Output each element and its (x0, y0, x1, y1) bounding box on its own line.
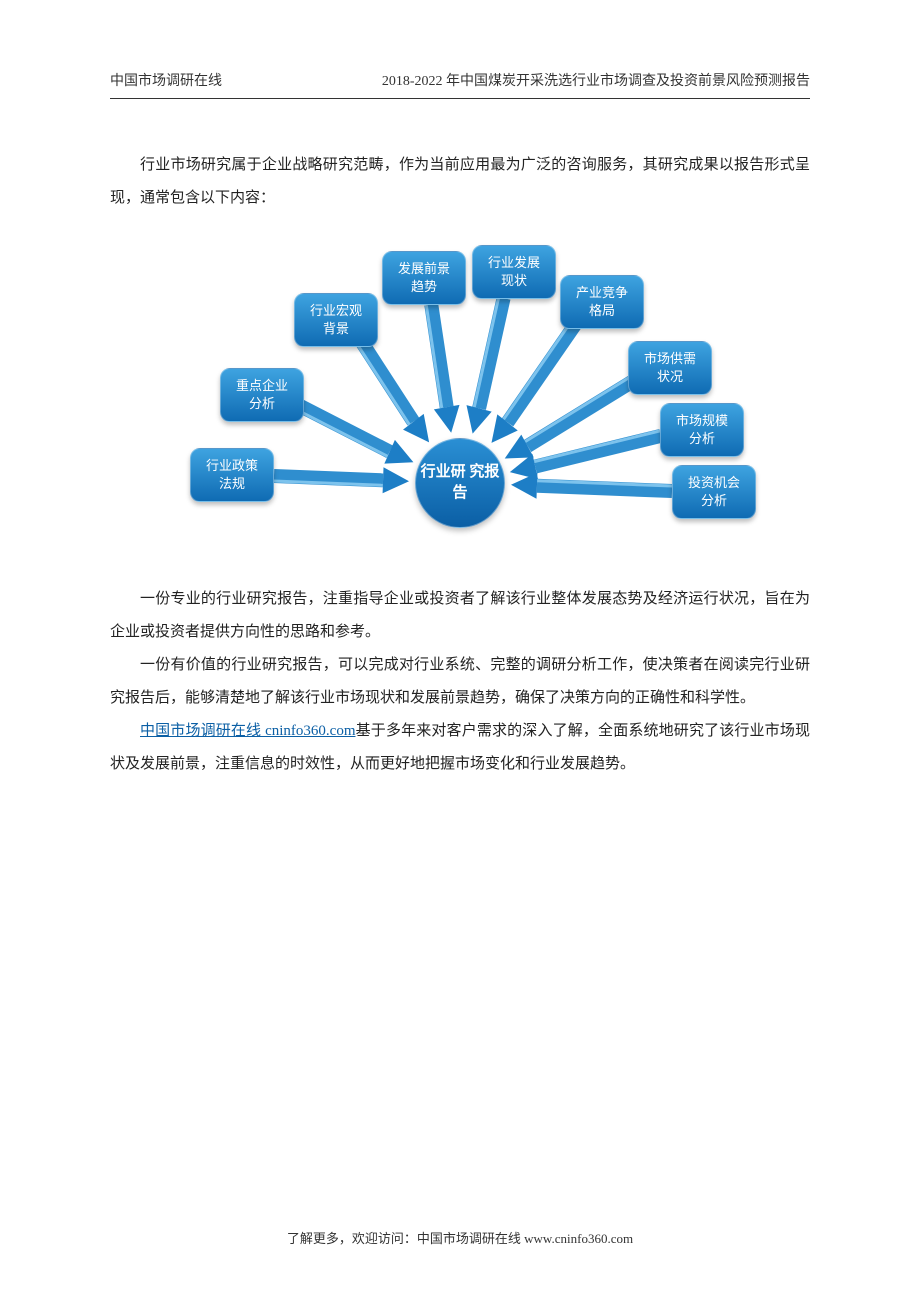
diagram-node-label: 行业政策 法规 (206, 457, 258, 492)
source-link[interactable]: 中国市场调研在线 cninfo360.com (140, 723, 356, 739)
diagram-node-label: 发展前景 趋势 (398, 260, 450, 295)
diagram-node-label: 行业宏观 背景 (310, 302, 362, 337)
intro-paragraph: 行业市场研究属于企业战略研究范畴，作为当前应用最为广泛的咨询服务，其研究成果以报… (110, 149, 810, 215)
diagram-node-label: 投资机会 分析 (688, 474, 740, 509)
body-paragraph: 一份有价值的行业研究报告，可以完成对行业系统、完整的调研分析工作，使决策者在阅读… (110, 649, 810, 715)
diagram-node-label: 产业竞争 格局 (576, 284, 628, 319)
header-left: 中国市场调研在线 (110, 70, 222, 90)
diagram-node-policy: 行业政策 法规 (190, 448, 274, 502)
diagram-node-label: 行业发展 现状 (488, 254, 540, 289)
body-paragraph: 一份专业的行业研究报告，注重指导企业或投资者了解该行业整体发展态势及经济运行状况… (110, 583, 810, 649)
diagram-node-company: 重点企业 分析 (220, 368, 304, 422)
diagram-center-node: 行业研 究报告 (415, 438, 505, 528)
diagram-node-scale: 市场规模 分析 (660, 403, 744, 457)
diagram-center-label: 行业研 究报告 (416, 462, 504, 504)
diagram-node-label: 市场供需 状况 (644, 350, 696, 385)
header-right: 2018-2022 年中国煤炭开采洗选行业市场调查及投资前景风险预测报告 (382, 70, 810, 90)
diagram-node-status: 行业发展 现状 (472, 245, 556, 299)
diagram-node-label: 市场规模 分析 (676, 412, 728, 447)
diagram-node-macro: 行业宏观 背景 (294, 293, 378, 347)
diagram-node-supply: 市场供需 状况 (628, 341, 712, 395)
page-footer: 了解更多，欢迎访问：中国市场调研在线 www.cninfo360.com (0, 1228, 920, 1247)
body-paragraph-link: 中国市场调研在线 cninfo360.com基于多年来对客户需求的深入了解，全面… (110, 715, 810, 781)
page-header: 中国市场调研在线 2018-2022 年中国煤炭开采洗选行业市场调查及投资前景风… (110, 70, 810, 99)
diagram-node-compete: 产业竞争 格局 (560, 275, 644, 329)
diagram-node-label: 重点企业 分析 (236, 377, 288, 412)
diagram-node-invest: 投资机会 分析 (672, 465, 756, 519)
diagram-node-prospect: 发展前景 趋势 (382, 251, 466, 305)
radial-diagram: 行业研 究报告 行业政策 法规 重点企业 分析 行业宏观 背景 发展前景 趋势 行业发展… (150, 233, 770, 553)
